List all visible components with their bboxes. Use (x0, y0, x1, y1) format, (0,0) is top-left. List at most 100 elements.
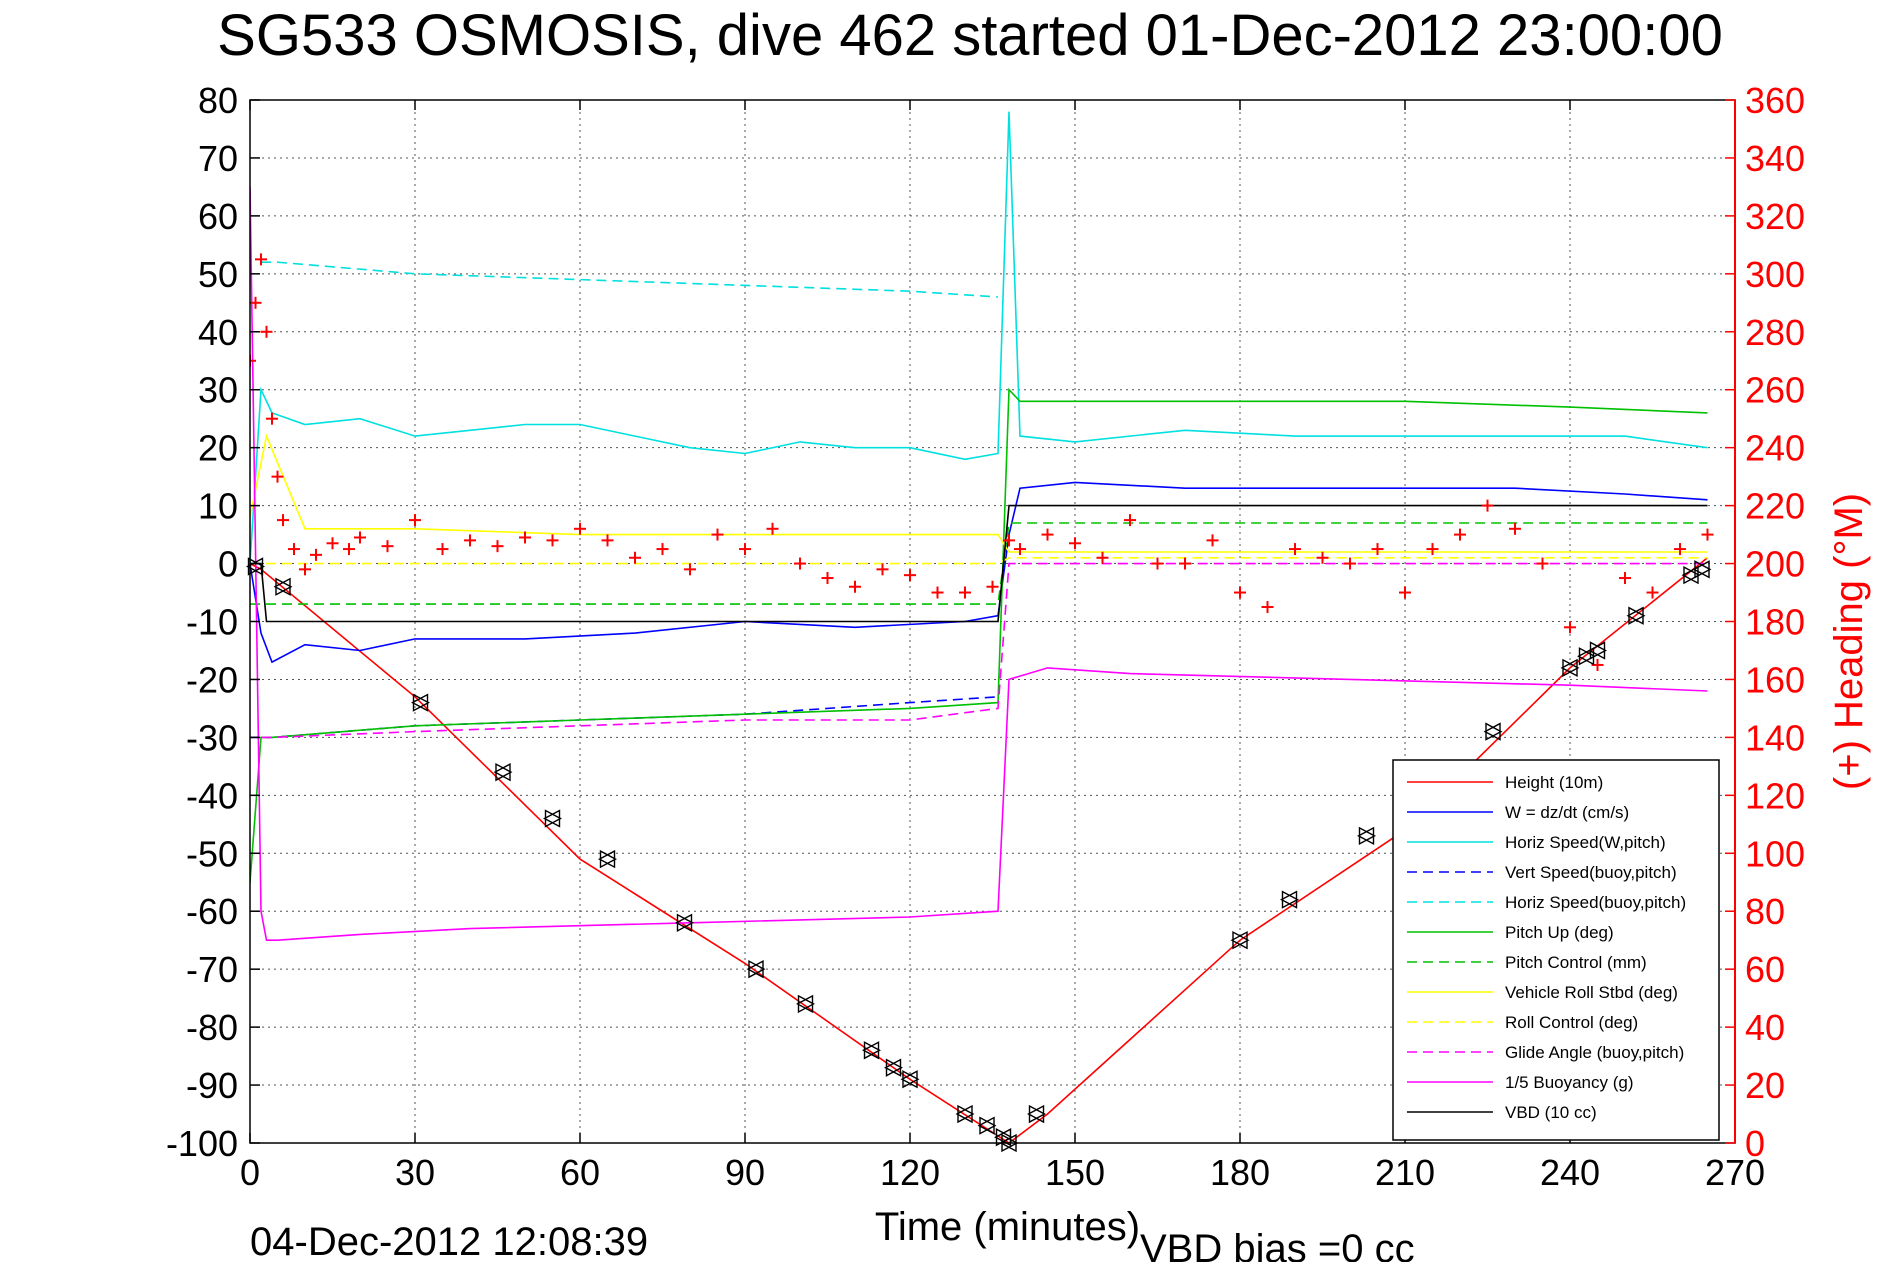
sample-marker-tri-right (412, 693, 430, 712)
heading-point (326, 537, 339, 550)
sample-marker (1692, 560, 1712, 579)
sample-marker-tri-left (1357, 826, 1375, 846)
sample-marker-tri-right (1628, 606, 1646, 625)
heading-point (277, 514, 289, 527)
y2-tick-label: 200 (1745, 544, 1805, 585)
legend-label: 1/5 Buoyancy (g) (1505, 1073, 1634, 1092)
sample-marker (796, 994, 815, 1014)
series-line-horiz-speed-w-pitch (250, 111, 1708, 564)
heading-point (1206, 534, 1219, 547)
heading-point (1399, 586, 1411, 599)
heading-point (260, 325, 273, 338)
heading-point (1261, 601, 1274, 614)
sample-marker-tri-left (543, 809, 561, 828)
x-tick-label: 240 (1540, 1152, 1600, 1193)
heading-point (1316, 551, 1329, 564)
y2-tick-label: 160 (1745, 659, 1805, 700)
y-tick-label: 80 (198, 80, 238, 121)
heading-point (766, 522, 779, 535)
heading-point (354, 531, 366, 544)
heading-point (656, 543, 669, 556)
heading-point (1564, 621, 1576, 634)
y2-tick-label: 80 (1745, 891, 1785, 932)
heading-point (1289, 543, 1301, 556)
heading-point (381, 540, 394, 553)
axis-ticks: 0 30 60 90 120 150 180 210 240 270-100-90-80-70-6… (166, 80, 1805, 1193)
y2-tick-label: 140 (1745, 717, 1805, 758)
y2-tick-label: 100 (1745, 833, 1805, 874)
heading-point (986, 580, 999, 593)
y2-tick-label: 340 (1745, 138, 1805, 179)
footer-vbd-bias: VBD bias =0 cc (1140, 1227, 1415, 1262)
legend-box (1392, 759, 1720, 1141)
x-tick-label: 180 (1210, 1152, 1270, 1193)
sample-marker (1027, 1104, 1046, 1124)
sample-marker (1560, 658, 1580, 678)
heading-point (1536, 557, 1549, 570)
sample-marker (1230, 931, 1250, 950)
y-tick-label: 20 (198, 428, 238, 469)
sample-marker-tri-right (1232, 931, 1250, 950)
y2-tick-label: 300 (1745, 254, 1805, 295)
heading-point (794, 557, 806, 570)
series-line-horiz-speed-buoy-pitch (261, 261, 999, 298)
heading-point (255, 253, 267, 266)
heading-point (271, 470, 284, 483)
heading-point (1151, 557, 1164, 570)
heading-point (1674, 543, 1686, 556)
heading-point (250, 296, 262, 309)
sample-marker-tri-right (1589, 641, 1607, 660)
x-tick-label: 60 (560, 1152, 600, 1193)
y2-tick-label: 260 (1745, 370, 1805, 411)
sample-marker-tri-right (1683, 565, 1701, 585)
y-tick-label: -70 (186, 949, 238, 990)
y-tick-label: -50 (186, 833, 238, 874)
heading-point (1646, 586, 1659, 599)
sample-marker (493, 762, 513, 782)
x-axis-label: Time (minutes) (875, 1205, 1140, 1249)
heading-point (409, 514, 421, 527)
sample-marker (884, 1058, 903, 1077)
sample-marker-tri-right (1578, 647, 1596, 666)
heading-point (1509, 522, 1521, 535)
legend-label: Vehicle Roll Stbd (deg) (1505, 983, 1678, 1002)
sample-marker (1280, 890, 1299, 909)
sample-marker (1357, 826, 1376, 846)
x-tick-label: 0 (240, 1152, 260, 1193)
heading-point (821, 572, 834, 585)
sample-marker (598, 849, 617, 869)
sample-marker (1626, 606, 1646, 625)
heading-point (519, 531, 531, 544)
sample-marker-tri-right (902, 1070, 920, 1089)
sample-marker-tri-right (863, 1041, 881, 1060)
heading-point (601, 534, 614, 547)
heading-point (1124, 514, 1136, 527)
y-tick-label: -90 (186, 1065, 238, 1106)
y2-tick-label: 320 (1745, 196, 1805, 237)
x-tick-label: 210 (1375, 1152, 1435, 1193)
sample-marker-tri-right (885, 1058, 903, 1077)
y-tick-label: 40 (198, 312, 238, 353)
sample-marker (955, 1104, 975, 1124)
sample-marker (746, 960, 766, 979)
sample-marker (1588, 641, 1607, 660)
legend-label: Horiz Speed(W,pitch) (1505, 833, 1666, 852)
sample-marker-tri-right (495, 762, 513, 782)
series-line-pitch-control-mm (250, 522, 1708, 605)
heading-point (1069, 537, 1081, 550)
sample-marker-tri-right (797, 994, 815, 1014)
heading-point (1481, 499, 1494, 512)
heading-point (684, 563, 696, 576)
heading-point (1344, 557, 1356, 570)
heading-point (546, 534, 559, 547)
y-tick-label: -30 (186, 717, 238, 758)
y2-tick-label: 240 (1745, 428, 1805, 469)
heading-point (299, 563, 311, 576)
heading-point (931, 586, 944, 599)
heading-point (1041, 528, 1054, 541)
heading-point (1096, 551, 1109, 564)
x-tick-label: 270 (1705, 1152, 1765, 1193)
heading-point (1426, 543, 1439, 556)
series-line-w-dz-dt-cm-s (250, 481, 1708, 664)
sample-marker (411, 693, 430, 712)
